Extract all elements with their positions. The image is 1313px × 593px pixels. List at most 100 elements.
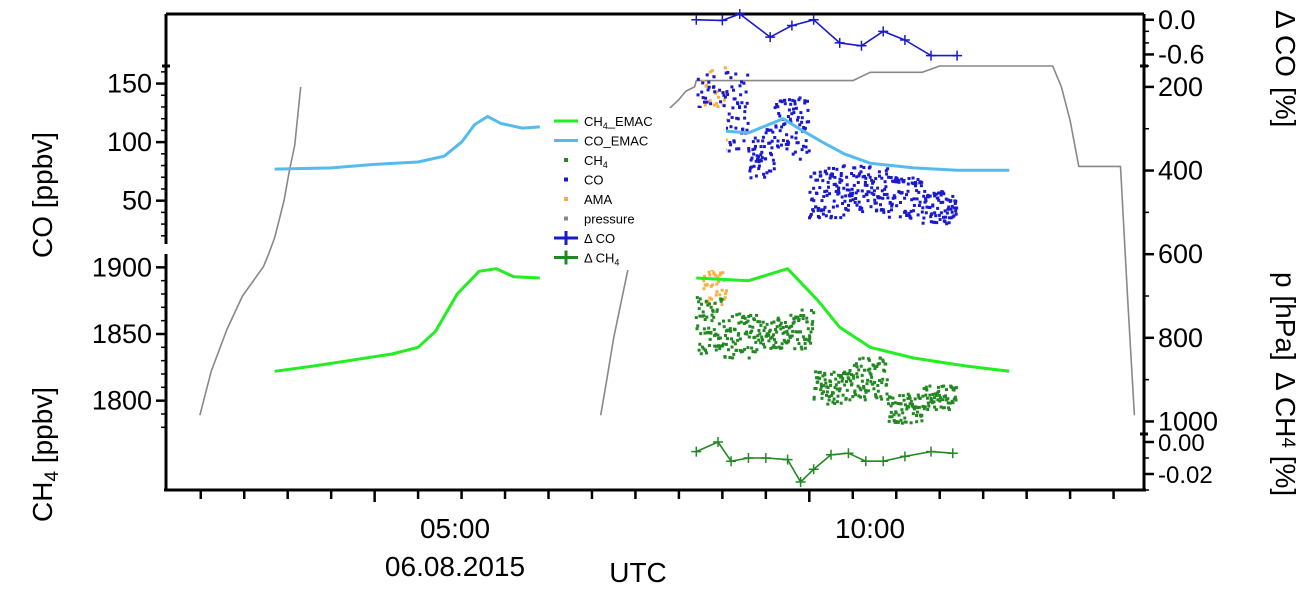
ch4-point-0-38: [711, 309, 715, 313]
co-point-5-7: [845, 188, 849, 192]
co-point-3-0: [773, 136, 777, 139]
co-point-1-21: [731, 106, 735, 110]
ch4-point-6-33: [903, 403, 907, 407]
co-point-3-1: [773, 106, 777, 110]
ch4-axis-title: CH4 [ppbv]: [27, 387, 63, 522]
ch4-point-7-55: [952, 397, 956, 401]
legend-label-5: pressure: [584, 212, 635, 227]
ch4-point-1-57: [749, 313, 753, 317]
ch4-point-1-3: [722, 325, 726, 329]
ch4-point-3-55: [810, 309, 813, 312]
co-point-1-19: [730, 85, 734, 89]
ch4-point-7-27: [937, 385, 940, 389]
co-point-6-36: [904, 210, 908, 214]
ch4-point-5-51: [872, 364, 876, 368]
ch4-point-1-67: [754, 340, 758, 344]
co-point-5-26: [854, 191, 858, 195]
delta-co-marker-6: [834, 37, 845, 48]
co-point-2-46: [769, 169, 773, 173]
co-point-1-13: [727, 149, 731, 153]
co-point-5-84: [881, 196, 885, 200]
co-point-3-36: [790, 135, 794, 139]
co-point-7-67: [952, 214, 956, 218]
co-point-1-6: [723, 95, 727, 99]
ch4-point-1-66: [753, 350, 757, 354]
ch4-point-5-27: [860, 373, 864, 377]
co-point-6-54: [912, 204, 916, 207]
co-point-7-32: [936, 206, 940, 210]
co-point-5-87: [882, 193, 886, 196]
delta-ch4-marker-1: [713, 437, 724, 447]
co-point-5-57: [868, 175, 872, 179]
co-point-6-61: [916, 213, 920, 217]
ch4-point-5-46: [869, 373, 873, 377]
delta-co-marker-8: [878, 26, 889, 37]
co-point-0-28: [707, 80, 711, 84]
co-point-5-19: [851, 198, 855, 202]
ch4-point-1-37: [739, 320, 743, 324]
co-point-4-45: [827, 209, 831, 213]
ch4-point-1-33: [737, 321, 741, 325]
ch4-point-2-49: [781, 331, 785, 335]
delta-ch4-line: [695, 441, 953, 483]
ch4-point-7-46: [947, 408, 951, 412]
ch4-point-1-30: [736, 338, 740, 342]
co-point-5-31: [857, 174, 861, 178]
ch4-point-5-32: [863, 368, 866, 372]
delta-ch4-marker-7: [808, 464, 819, 475]
ch4-point-0-19: [703, 318, 707, 321]
co-point-7-44: [941, 200, 945, 204]
co-point-4-2: [809, 214, 812, 218]
co-point-2-50: [770, 139, 774, 143]
co-point-2-22: [757, 160, 761, 164]
co-point-2-28: [760, 150, 764, 154]
ch4-point-6-59: [917, 405, 921, 409]
co-point-3-46: [794, 131, 798, 135]
ch4-point-0-57: [719, 299, 723, 303]
ch4-point-5-1: [847, 371, 851, 375]
pressure-axis-title: p [hPa]: [1270, 272, 1301, 361]
ch4-point-0-42: [713, 344, 717, 348]
co-point-0-29: [707, 85, 711, 89]
ama-point-1-32: [720, 288, 724, 292]
co-point-5-13: [848, 199, 852, 203]
ch4-point-3-59: [812, 311, 816, 315]
co-point-6-17: [895, 204, 899, 208]
ch4-point-6-11: [892, 413, 896, 417]
co-point-2-26: [759, 153, 763, 157]
co-point-5-9: [847, 203, 850, 207]
co-point-3-38: [791, 98, 795, 102]
ch4-point-5-6: [850, 373, 853, 377]
co-point-2-4: [749, 176, 753, 180]
co-point-3-6: [776, 105, 780, 109]
ama-point-1-16: [711, 283, 715, 287]
co-point-4-54: [831, 205, 835, 209]
ch4-point-4-30: [827, 398, 831, 402]
co-point-3-22: [783, 98, 787, 102]
ch4-point-6-51: [913, 397, 917, 401]
ch4-point-4-8: [816, 380, 820, 384]
ama-point-0-43: [724, 138, 728, 142]
co-point-4-75: [840, 195, 844, 199]
co-point-2-37: [764, 131, 768, 135]
co-point-3-3: [774, 125, 778, 129]
ch4-point-3-39: [801, 335, 805, 339]
axis-ticks: 150 100 50 1900 1850 1800 200 400 600 800 1000 0.0 -…: [92, 5, 1218, 502]
ch4-point-4-33: [829, 384, 833, 387]
ch4-point-4-52: [838, 387, 842, 391]
co-point-2-31: [761, 135, 765, 139]
ama-point-1-22: [715, 282, 719, 286]
ch4-point-4-31: [827, 395, 831, 399]
co-point-6-65: [918, 200, 922, 204]
ch4-point-6-31: [903, 416, 907, 420]
ch4-point-2-33: [772, 338, 776, 342]
co-point-6-0: [886, 196, 890, 200]
co-point-4-30: [821, 179, 825, 183]
co-point-7-61: [949, 207, 953, 211]
ch4-point-5-23: [858, 386, 862, 390]
ch4-point-4-44: [834, 377, 838, 381]
co-point-5-68: [874, 177, 878, 181]
ch4-point-3-14: [788, 336, 792, 339]
co-point-3-61: [802, 144, 805, 148]
ch4-point-1-47: [744, 320, 748, 324]
